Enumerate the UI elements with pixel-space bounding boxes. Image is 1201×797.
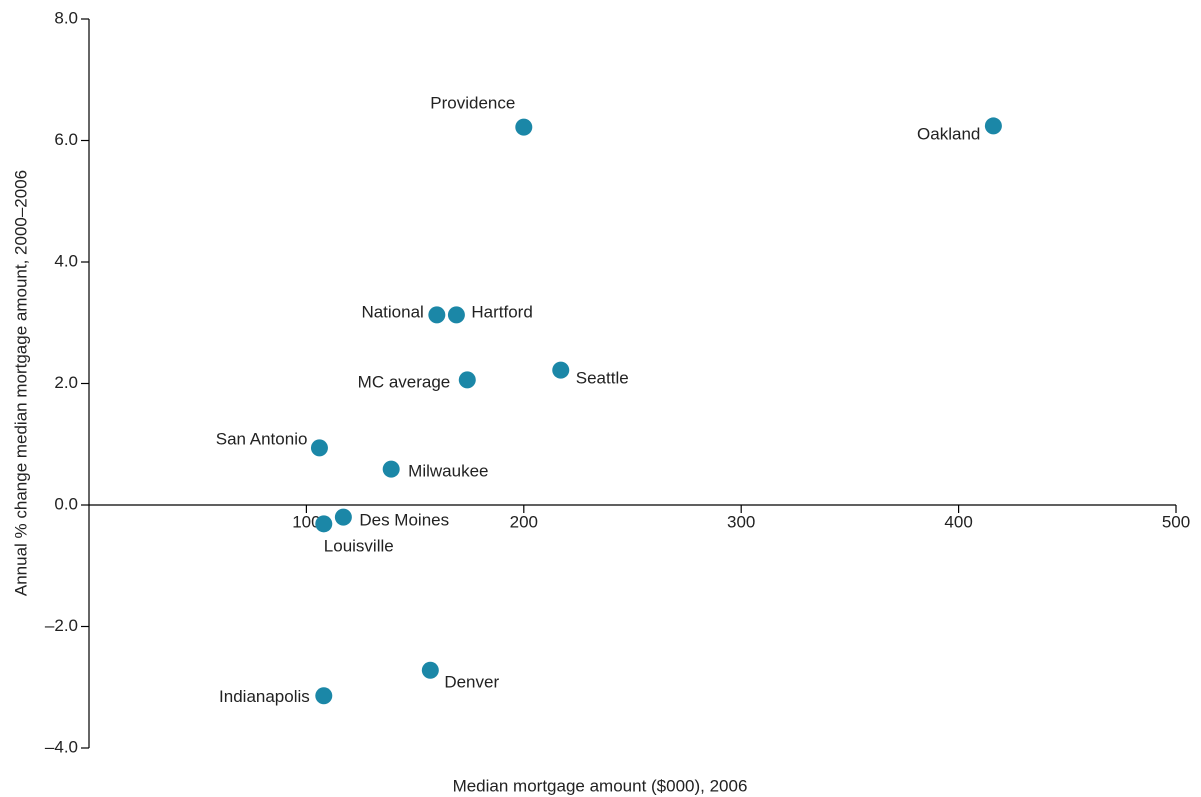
- y-tick-label: –4.0: [45, 737, 78, 756]
- x-tick-label: 500: [1162, 512, 1190, 531]
- x-tick-label: 200: [510, 512, 538, 531]
- point-label: Seattle: [576, 369, 629, 388]
- y-tick-label: 0.0: [54, 494, 78, 513]
- point: [428, 306, 446, 324]
- point-label: Milwaukee: [408, 462, 488, 481]
- point-label: Providence: [430, 94, 515, 113]
- point-label: San Antonio: [216, 429, 308, 448]
- point: [515, 118, 533, 136]
- point-label: Des Moines: [359, 511, 449, 530]
- y-tick-label: 4.0: [54, 251, 78, 270]
- y-tick-label: –2.0: [45, 616, 78, 635]
- point: [447, 306, 465, 324]
- x-tick-label: 300: [727, 512, 755, 531]
- y-tick-label: 6.0: [54, 130, 78, 149]
- point: [382, 460, 400, 478]
- point-label: MC average: [358, 372, 451, 391]
- x-tick-label: 100: [292, 512, 320, 531]
- point: [315, 687, 333, 705]
- point: [984, 117, 1002, 135]
- x-tick-label: 400: [944, 512, 972, 531]
- point: [458, 371, 476, 389]
- point-label: Louisville: [324, 536, 394, 555]
- x-axis-title: Median mortgage amount ($000), 2006: [453, 776, 748, 795]
- point: [334, 508, 352, 526]
- point: [421, 661, 439, 679]
- point-label: Oakland: [917, 124, 980, 143]
- point: [552, 361, 570, 379]
- point-label: Denver: [444, 673, 499, 692]
- point-label: Indianapolis: [219, 687, 310, 706]
- point-label: National: [361, 302, 423, 321]
- point-label: Hartford: [471, 302, 532, 321]
- y-axis-title: Annual % change median mortgage amount, …: [11, 170, 30, 596]
- y-tick-label: 8.0: [54, 8, 78, 27]
- point: [310, 439, 328, 457]
- y-tick-label: 2.0: [54, 373, 78, 392]
- point: [315, 515, 333, 533]
